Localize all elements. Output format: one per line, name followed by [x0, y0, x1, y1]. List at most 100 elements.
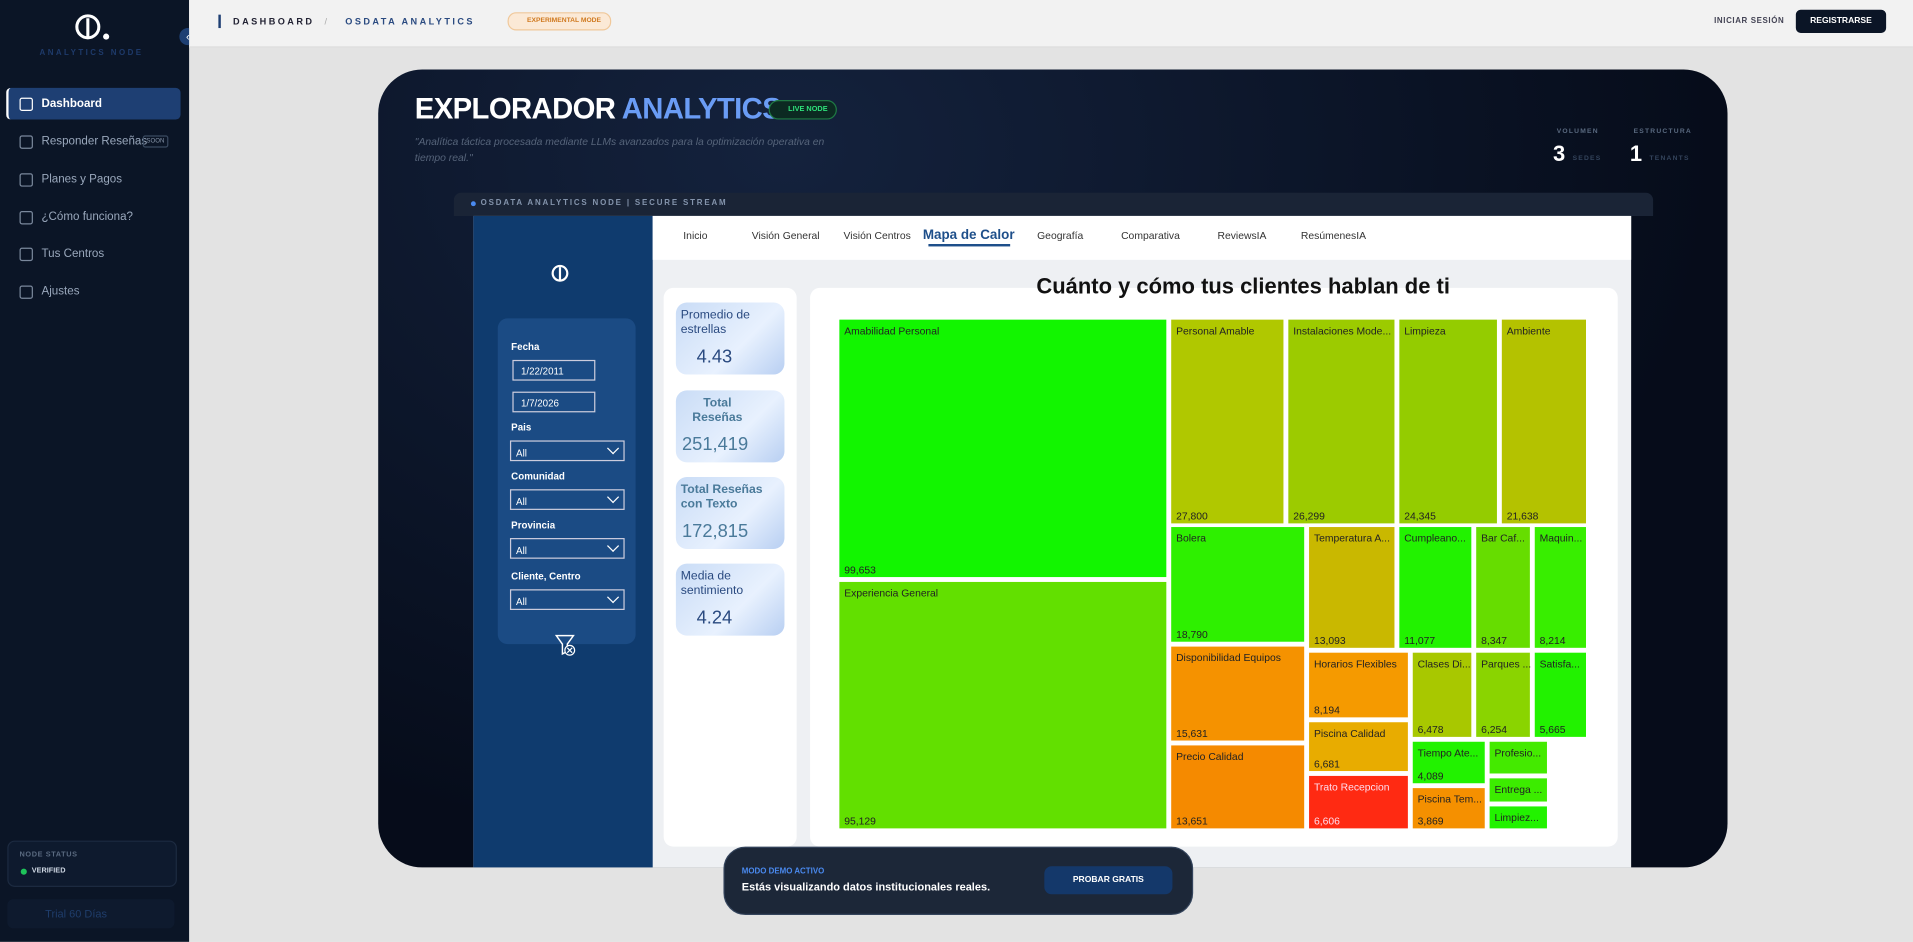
stat-label: VOLUMEN: [1556, 128, 1599, 136]
nav-item[interactable]: Planes y Pagos: [41, 172, 123, 187]
toast-title: MODO DEMO ACTIVO: [741, 867, 825, 876]
nav-icon: [19, 173, 33, 187]
dropdown-value[interactable]: All: [516, 447, 527, 459]
cell-value: 24,345: [1404, 512, 1436, 523]
cell-value: 26,299: [1293, 512, 1325, 523]
subtitle: "Analítica táctica procesada mediante LL…: [414, 135, 825, 164]
tab[interactable]: Mapa de Calor: [922, 228, 1015, 243]
treemap-cell: [1399, 319, 1497, 524]
cell-value: 11,077: [1404, 636, 1435, 647]
treemap-cell: [1412, 652, 1472, 737]
logo: [75, 14, 110, 40]
title: EXPLORADOR ANALYTICS: [415, 93, 782, 127]
treemap-cell: [839, 319, 1167, 578]
treemap-cell: [1171, 319, 1284, 524]
tab[interactable]: Visión Centros: [843, 229, 911, 242]
dropdown[interactable]: All: [509, 538, 625, 559]
treemap-cell: [1309, 722, 1408, 772]
treemap-cell: [1412, 788, 1485, 829]
cell-label: Clases Di...: [1418, 659, 1471, 670]
cell-label: Instalaciones Mode...: [1293, 326, 1391, 337]
cell-label: Disponibilidad Equipos: [1176, 653, 1281, 664]
kpi-card: Total Reseñas con Texto 172,815: [675, 477, 785, 549]
status-dot: [20, 868, 27, 875]
cell-label: Piscina Calidad: [1314, 729, 1386, 740]
trial[interactable]: Trial 60 Días: [45, 907, 107, 920]
cell-label: Bolera: [1176, 534, 1206, 545]
cell-label: Limpieza: [1404, 326, 1446, 337]
cell-label: Bar Caf...: [1481, 534, 1525, 545]
nav-item[interactable]: Dashboard: [41, 96, 103, 111]
dropdown-value[interactable]: All: [516, 545, 527, 557]
filter-label: Provincia: [511, 519, 556, 531]
dropdown[interactable]: All: [509, 489, 625, 510]
kpi-card: Promedio de estrellas 4.43: [675, 302, 785, 375]
kpi-value: 4.43: [696, 346, 733, 368]
treemap-cell: [1309, 775, 1408, 829]
stat-value: 1: [1629, 141, 1643, 166]
cell-value: 27,800: [1176, 512, 1208, 523]
dropdown-value[interactable]: All: [516, 496, 527, 508]
tab[interactable]: ReviewsIA: [1217, 229, 1267, 242]
treemap-cell: [1489, 778, 1547, 802]
cell-value: 6,606: [1314, 817, 1340, 828]
brand: ANALYTICS NODE: [39, 48, 144, 58]
date-label: Fecha: [511, 341, 540, 353]
dropdown[interactable]: All: [509, 440, 625, 462]
nav-item[interactable]: Ajustes: [41, 284, 80, 299]
tab[interactable]: Inicio: [683, 229, 708, 242]
cell-value: 99,653: [844, 565, 876, 576]
tab-bar: [652, 215, 1632, 260]
cell-value: 18,790: [1176, 630, 1208, 641]
treemap-cell: [1309, 652, 1408, 718]
cell-label: Cumpleano...: [1404, 534, 1466, 545]
demo-toast: MODO DEMO ACTIVO Estás visualizando dato…: [723, 846, 1194, 915]
nav-item[interactable]: Tus Centros: [41, 247, 105, 261]
treemap-cell: [1489, 741, 1547, 774]
status: VERIFIED: [31, 867, 66, 875]
nav-item[interactable]: Responder Reseñas: [41, 134, 148, 149]
dropdown[interactable]: All: [509, 589, 625, 610]
nav-icon: [19, 285, 33, 299]
cell-value: 15,631: [1176, 729, 1208, 740]
nav-item[interactable]: ¿Cómo funciona?: [41, 210, 133, 224]
dropdown-arrow: [607, 539, 620, 552]
breadcrumb[interactable]: DASHBOARD: [233, 15, 315, 27]
nav-badge: SOON: [142, 135, 169, 148]
treemap-cell: [1288, 319, 1395, 524]
cell-label: Tiempo Ate...: [1418, 748, 1479, 759]
tab[interactable]: Geografía: [1037, 229, 1084, 242]
breadcrumb-bar: [218, 14, 221, 29]
dropdown-value[interactable]: All: [516, 596, 527, 608]
cell-value: 6,254: [1481, 725, 1507, 736]
stream-dot: [470, 201, 476, 207]
tab[interactable]: Visión General: [751, 229, 820, 242]
filter-label: Comunidad: [511, 470, 565, 482]
try-button[interactable]: PROBAR GRATIS: [1044, 866, 1173, 895]
treemap-cell: [1501, 319, 1586, 524]
tab[interactable]: ResúmenesIA: [1300, 229, 1367, 242]
active-nav-bg: [6, 87, 181, 120]
date-from[interactable]: 1/22/2011: [512, 359, 596, 381]
cell-value: 8,194: [1314, 706, 1340, 717]
dropdown-arrow: [607, 442, 620, 455]
trial-box[interactable]: Trial 60 Días: [7, 899, 175, 929]
filter-label: Pais: [511, 422, 532, 434]
stat-label: ESTRUCTURA: [1633, 128, 1693, 136]
cell-label: Trato Recepcion: [1314, 783, 1390, 794]
cell-value: 21,638: [1507, 512, 1539, 523]
cell-value: 13,651: [1176, 817, 1208, 828]
tab[interactable]: Comparativa: [1121, 229, 1180, 242]
treemap-cell: [1534, 527, 1586, 648]
login[interactable]: INICIAR SESIÓN: [1714, 17, 1785, 26]
register-button[interactable]: REGISTRARSE: [1795, 9, 1887, 33]
stat-value: 3: [1553, 141, 1566, 166]
clear-filters[interactable]: [554, 633, 578, 657]
report-logo: [551, 264, 569, 282]
kpi-card: Total Reseñas 251,419: [675, 390, 785, 463]
date-to[interactable]: 1/7/2026: [512, 391, 596, 413]
cell-label: Personal Amable: [1176, 326, 1255, 337]
nav-icon: [19, 97, 33, 112]
cell-label: Profesio...: [1495, 748, 1542, 759]
